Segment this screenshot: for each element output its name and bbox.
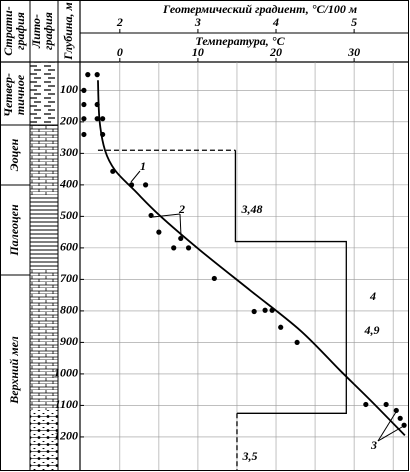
data-point — [81, 101, 87, 108]
data-point — [143, 182, 149, 188]
data-point — [269, 307, 275, 313]
y-axis-label: Глубина, м — [61, 2, 75, 60]
leader-line — [179, 213, 182, 237]
leader-line — [152, 213, 181, 218]
data-point — [211, 275, 217, 282]
x-tick-label: 20 — [269, 45, 282, 59]
data-point — [278, 324, 284, 330]
x2-tick-label: 5 — [351, 15, 357, 29]
x2-tick-label: 2 — [116, 15, 123, 29]
annotation: 3,48 — [241, 202, 263, 216]
data-point — [128, 182, 135, 188]
x-axis-label: Температура, °C — [195, 34, 285, 48]
lithology-column — [30, 62, 58, 470]
data-point — [294, 339, 300, 346]
x-tick-label: 0 — [117, 45, 123, 59]
data-point — [100, 131, 106, 138]
annotation: 3 — [370, 438, 377, 452]
data-point — [81, 87, 87, 93]
y-tick-label: 200 — [59, 114, 78, 128]
y-tick-label: 800 — [60, 303, 78, 317]
data-point — [85, 72, 91, 78]
stratigraphy-label: тичное — [13, 74, 27, 115]
annotation: 1 — [140, 159, 146, 173]
y-tick-label: 1200 — [54, 429, 78, 443]
data-point — [94, 101, 100, 108]
annotation: 4,9 — [364, 323, 380, 337]
data-point — [94, 72, 100, 78]
data-point — [262, 307, 268, 313]
temperature-curve — [97, 80, 406, 436]
y-tick-label: 1100 — [55, 397, 78, 411]
gradient-line — [234, 150, 347, 414]
stratigraphy-label: Эоцен — [7, 138, 21, 171]
data-point — [397, 415, 403, 421]
column-header: Страти- — [1, 6, 15, 56]
data-point — [81, 116, 87, 122]
leader-line — [377, 411, 397, 442]
data-point — [185, 245, 192, 251]
data-point — [251, 308, 257, 315]
data-point — [178, 235, 184, 242]
stratigraphy-label: Палеоцен — [7, 204, 21, 257]
data-point — [171, 245, 177, 251]
data-point — [81, 131, 87, 138]
stratigraphy-label: Четвер- — [1, 73, 15, 117]
leader-line — [377, 426, 403, 442]
stratigraphy-label: Верхний мел — [7, 336, 21, 405]
column-header: графия — [13, 12, 27, 50]
data-point — [156, 229, 162, 235]
x2-tick-label: 3 — [194, 15, 201, 29]
y-tick-label: 900 — [60, 334, 78, 348]
y-tick-label: 400 — [59, 177, 78, 191]
y-tick-label: 700 — [60, 271, 78, 285]
data-point — [383, 401, 389, 408]
data-point — [100, 116, 106, 122]
y-tick-label: 500 — [60, 208, 78, 222]
x-tick-label: 30 — [347, 45, 360, 59]
y-tick-label: 100 — [60, 82, 78, 96]
column-header: графия — [41, 12, 55, 50]
x2-tick-label: 4 — [272, 15, 279, 29]
data-point — [401, 422, 407, 428]
data-point — [393, 407, 399, 414]
data-point — [94, 116, 100, 122]
annotation: 4 — [369, 289, 376, 303]
x-tick-label: 10 — [192, 45, 204, 59]
leader-line — [130, 170, 141, 183]
data-point — [110, 168, 116, 174]
y-tick-label: 1000 — [54, 366, 78, 380]
data-point — [363, 401, 369, 408]
y-tick-label: 300 — [59, 145, 78, 159]
annotation: 2 — [178, 202, 185, 216]
x2-axis-label: Геотермический градиент, °C/100 м — [162, 2, 357, 16]
y-tick-label: 600 — [60, 240, 78, 254]
column-header: Лито- — [29, 14, 43, 49]
annotation: 3,5 — [242, 449, 258, 463]
data-point — [148, 212, 154, 219]
